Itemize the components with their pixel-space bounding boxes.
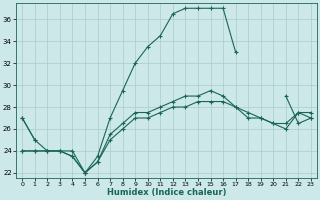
X-axis label: Humidex (Indice chaleur): Humidex (Indice chaleur) — [107, 188, 226, 197]
